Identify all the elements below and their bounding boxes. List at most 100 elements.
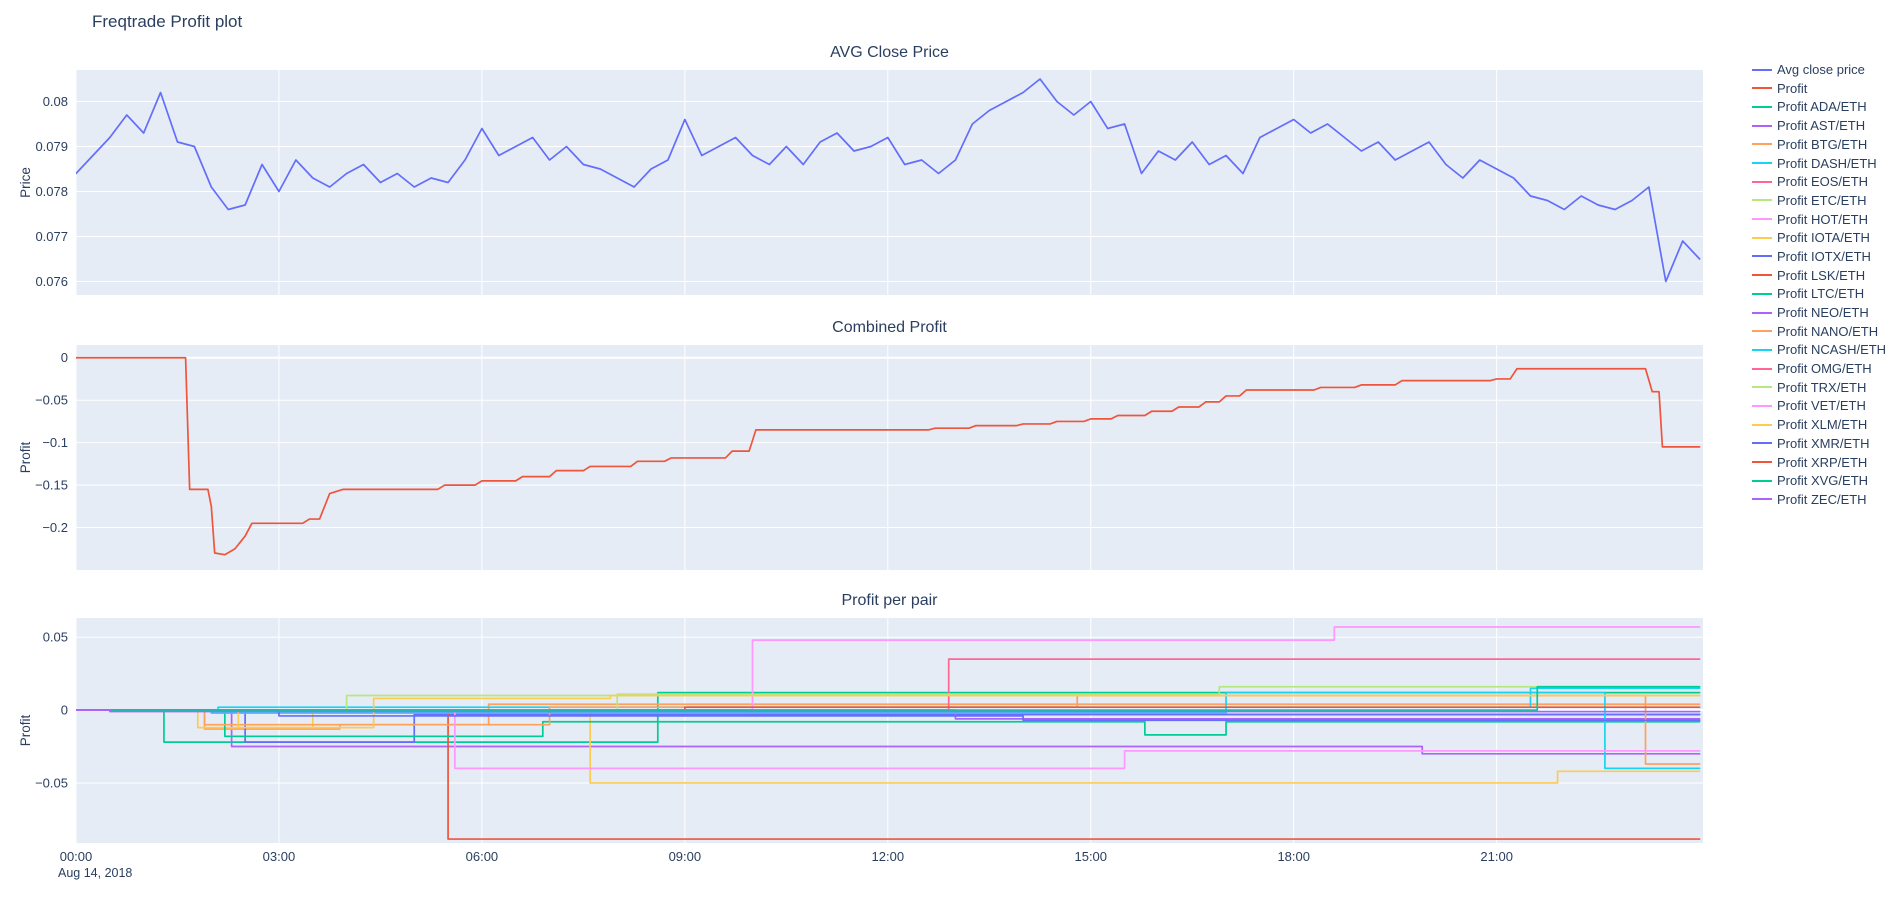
x-tick-label: 09:00 xyxy=(669,849,702,864)
series-profit xyxy=(76,356,1701,556)
legend-line-swatch xyxy=(1752,461,1772,464)
legend-item-profit-btg-eth[interactable]: Profit BTG/ETH xyxy=(1752,137,1886,152)
svg-text:0.078: 0.078 xyxy=(35,184,68,199)
subplot-title-profit-per-pair: Profit per pair xyxy=(841,592,938,609)
legend-label: Profit ADA/ETH xyxy=(1777,99,1867,115)
legend-item-profit-trx-eth[interactable]: Profit TRX/ETH xyxy=(1752,380,1886,395)
series-profit-zec-eth xyxy=(76,709,1701,713)
legend-label: Profit EOS/ETH xyxy=(1777,174,1869,190)
legend-line-swatch xyxy=(1752,199,1772,202)
svg-text:0.08: 0.08 xyxy=(43,94,68,109)
legend-label: Profit IOTA/ETH xyxy=(1777,230,1870,246)
legend-label: Profit XRP/ETH xyxy=(1777,454,1868,470)
legend-item-profit-ada-eth[interactable]: Profit ADA/ETH xyxy=(1752,99,1886,114)
legend-line-swatch xyxy=(1752,87,1772,90)
series-avg-close-price xyxy=(76,78,1701,283)
legend-line-swatch xyxy=(1752,124,1772,127)
legend-item-profit-xvg-eth[interactable]: Profit XVG/ETH xyxy=(1752,473,1886,488)
legend-item-profit-xmr-eth[interactable]: Profit XMR/ETH xyxy=(1752,436,1886,451)
legend-label: Avg close price xyxy=(1777,62,1865,78)
series-profit-xvg-eth xyxy=(76,685,1701,711)
avg-close-price-chart[interactable]: 0.08 0.079 0.078 0.077 0.076 Price xyxy=(0,66,1710,299)
subplot-title-combined-profit: Combined Profit xyxy=(832,319,947,336)
legend-label: Profit LSK/ETH xyxy=(1777,267,1866,283)
svg-text:0.077: 0.077 xyxy=(35,229,68,244)
legend-item-profit-omg-eth[interactable]: Profit OMG/ETH xyxy=(1752,361,1886,376)
legend-label: Profit ZEC/ETH xyxy=(1777,491,1867,507)
x-axis-date-label: Aug 14, 2018 xyxy=(58,866,132,880)
legend-line-swatch xyxy=(1752,292,1772,295)
legend-item-profit[interactable]: Profit xyxy=(1752,81,1886,96)
x-tick-label: 06:00 xyxy=(466,849,499,864)
legend-line-swatch xyxy=(1752,68,1772,71)
legend-item-profit-ltc-eth[interactable]: Profit LTC/ETH xyxy=(1752,286,1886,301)
svg-text:0.05: 0.05 xyxy=(43,630,68,645)
y-axis-label: Price xyxy=(18,167,33,198)
legend-item-profit-ast-eth[interactable]: Profit AST/ETH xyxy=(1752,118,1886,133)
svg-text:0: 0 xyxy=(61,350,68,365)
svg-text:−0.1: −0.1 xyxy=(42,435,68,450)
legend-line-swatch xyxy=(1752,498,1772,501)
legend-label: Profit AST/ETH xyxy=(1777,118,1866,134)
svg-text:0.076: 0.076 xyxy=(35,274,68,289)
legend-label: Profit ETC/ETH xyxy=(1777,192,1867,208)
svg-text:−0.05: −0.05 xyxy=(35,393,68,408)
series-profit-ltc-eth xyxy=(76,709,1701,738)
legend-label: Profit TRX/ETH xyxy=(1777,379,1867,395)
page-title: Freqtrade Profit plot xyxy=(92,12,243,31)
svg-text:−0.15: −0.15 xyxy=(35,478,68,493)
legend-label: Profit OMG/ETH xyxy=(1777,361,1872,377)
legend-label: Profit XLM/ETH xyxy=(1777,417,1868,433)
combined-profit-chart[interactable]: 0 −0.05 −0.1 −0.15 −0.2 Profit xyxy=(0,341,1710,574)
legend-line-swatch xyxy=(1752,274,1772,277)
legend-label: Profit HOT/ETH xyxy=(1777,211,1869,227)
legend-item-profit-dash-eth[interactable]: Profit DASH/ETH xyxy=(1752,155,1886,171)
legend-label: Profit XMR/ETH xyxy=(1777,435,1870,451)
legend-item-profit-iotx-eth[interactable]: Profit IOTX/ETH xyxy=(1752,249,1886,264)
x-tick-label: 15:00 xyxy=(1074,849,1107,864)
x-tick-label: 00:00 xyxy=(60,849,93,864)
legend-line-swatch xyxy=(1752,236,1772,239)
legend-label: Profit LTC/ETH xyxy=(1777,286,1865,302)
x-tick-label: 18:00 xyxy=(1277,849,1310,864)
legend-line-swatch xyxy=(1752,423,1772,426)
legend-item-profit-iota-eth[interactable]: Profit IOTA/ETH xyxy=(1752,230,1886,245)
legend-label: Profit VET/ETH xyxy=(1777,398,1866,414)
x-tick-label: 12:00 xyxy=(872,849,905,864)
legend-item-profit-etc-eth[interactable]: Profit ETC/ETH xyxy=(1752,193,1886,208)
legend-line-swatch xyxy=(1752,311,1772,314)
legend-item-profit-hot-eth[interactable]: Profit HOT/ETH xyxy=(1752,212,1886,227)
legend-line-swatch xyxy=(1752,180,1772,183)
subplot-title-avg-close-price: AVG Close Price xyxy=(830,44,949,61)
profit-per-pair-chart[interactable]: 0.05 0 −0.05 Profit 00:00 03:00 06:00 09:00 12:0… xyxy=(0,614,1710,884)
legend-item-profit-nano-eth[interactable]: Profit NANO/ETH xyxy=(1752,324,1886,339)
legend-label: Profit BTG/ETH xyxy=(1777,136,1868,152)
legend-line-swatch xyxy=(1752,479,1772,482)
legend-item-profit-ncash-eth[interactable]: Profit NCASH/ETH xyxy=(1752,342,1886,357)
legend-line-swatch xyxy=(1752,218,1772,221)
legend-item-profit-lsk-eth[interactable]: Profit LSK/ETH xyxy=(1752,268,1886,283)
legend-item-profit-eos-eth[interactable]: Profit EOS/ETH xyxy=(1752,174,1886,189)
legend-item-profit-neo-eth[interactable]: Profit NEO/ETH xyxy=(1752,305,1886,320)
svg-text:−0.2: −0.2 xyxy=(42,520,68,535)
legend-line-swatch xyxy=(1752,386,1772,389)
legend-item-profit-vet-eth[interactable]: Profit VET/ETH xyxy=(1752,398,1886,413)
legend-line-swatch xyxy=(1752,367,1772,370)
series-profit-xlm-eth xyxy=(76,694,1701,729)
legend-line-swatch xyxy=(1752,330,1772,333)
legend-label: Profit XVG/ETH xyxy=(1777,473,1869,489)
legend-item-profit-zec-eth[interactable]: Profit ZEC/ETH xyxy=(1752,492,1886,507)
legend-line-swatch xyxy=(1752,255,1772,258)
legend-item-avg-close-price[interactable]: Avg close price xyxy=(1752,62,1886,77)
svg-text:0.079: 0.079 xyxy=(35,139,68,154)
legend-label: Profit xyxy=(1777,80,1808,96)
legend-item-profit-xlm-eth[interactable]: Profit XLM/ETH xyxy=(1752,417,1886,432)
x-tick-label: 21:00 xyxy=(1480,849,1513,864)
legend-line-swatch xyxy=(1752,143,1772,146)
legend-item-profit-xrp-eth[interactable]: Profit XRP/ETH xyxy=(1752,454,1886,470)
x-tick-label: 03:00 xyxy=(263,849,296,864)
legend-label: Profit NANO/ETH xyxy=(1777,323,1879,339)
legend-label: Profit NEO/ETH xyxy=(1777,305,1869,321)
legend: Avg close price Profit Profit ADA/ETH Profi… xyxy=(1752,62,1886,507)
